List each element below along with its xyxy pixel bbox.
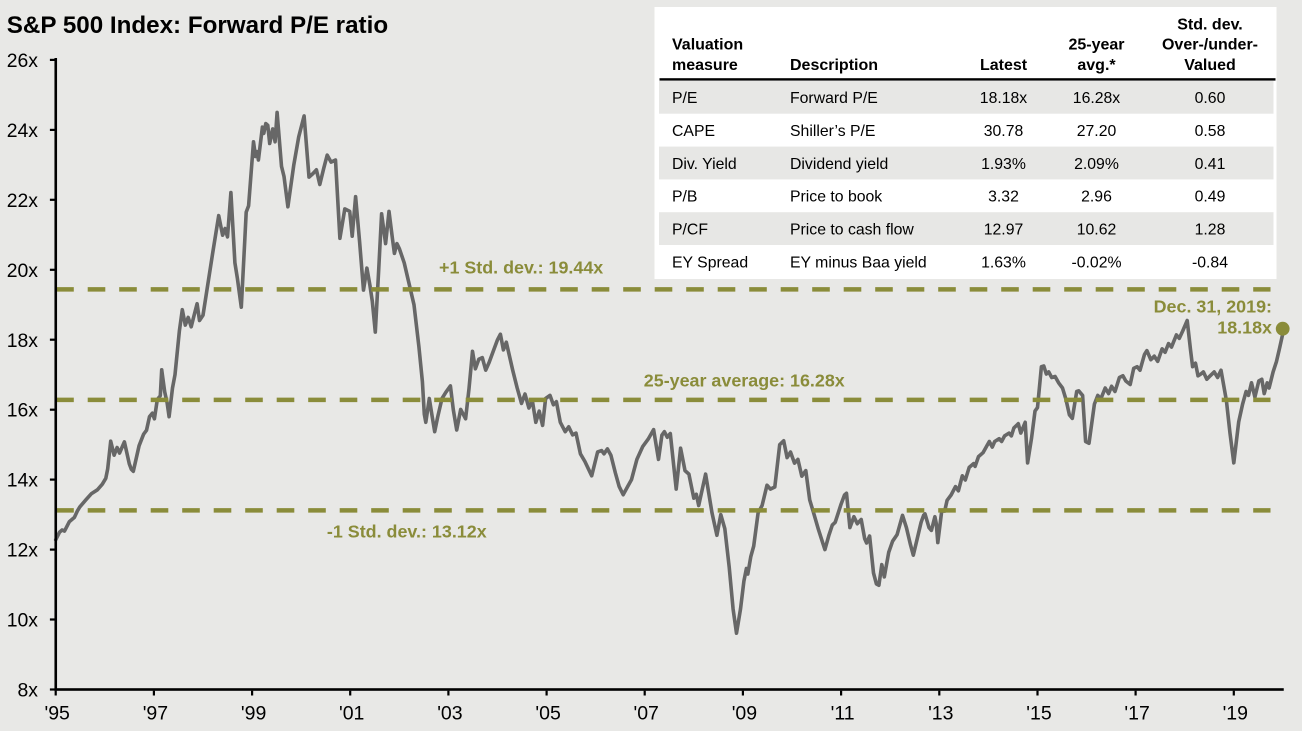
svg-text:2.96: 2.96 (1081, 189, 1112, 206)
svg-text:0.60: 0.60 (1195, 90, 1226, 107)
svg-text:25-year: 25-year (1068, 37, 1124, 54)
svg-text:Valued: Valued (1184, 57, 1236, 74)
svg-text:20x: 20x (7, 260, 39, 282)
svg-text:'03: '03 (437, 703, 462, 725)
svg-text:16x: 16x (7, 400, 39, 422)
svg-text:3.32: 3.32 (988, 189, 1019, 206)
svg-text:'17: '17 (1124, 703, 1149, 725)
svg-text:26x: 26x (7, 50, 39, 72)
svg-text:-0.84: -0.84 (1192, 254, 1228, 271)
svg-text:1.28: 1.28 (1195, 222, 1226, 239)
svg-text:P/E: P/E (672, 90, 697, 107)
svg-text:P/CF: P/CF (672, 222, 708, 239)
svg-text:10.62: 10.62 (1077, 222, 1117, 239)
svg-text:12x: 12x (7, 540, 39, 562)
svg-text:P/B: P/B (672, 189, 697, 206)
svg-text:18.18x: 18.18x (980, 90, 1028, 107)
svg-text:1.93%: 1.93% (981, 156, 1026, 173)
svg-text:+1 Std. dev.: 19.44x: +1 Std. dev.: 19.44x (439, 258, 603, 278)
svg-text:10x: 10x (7, 610, 39, 632)
svg-text:0.58: 0.58 (1195, 123, 1226, 140)
svg-text:Description: Description (790, 57, 878, 74)
svg-text:measure: measure (672, 57, 738, 74)
svg-text:-0.02%: -0.02% (1071, 254, 1121, 271)
svg-text:14x: 14x (7, 470, 39, 492)
svg-text:Forward P/E: Forward P/E (790, 90, 878, 107)
svg-text:CAPE: CAPE (672, 123, 715, 140)
svg-text:'13: '13 (928, 703, 953, 725)
svg-text:'97: '97 (143, 703, 168, 725)
svg-text:Price to cash flow: Price to cash flow (790, 222, 914, 239)
svg-text:'11: '11 (831, 703, 855, 725)
svg-text:'07: '07 (633, 703, 658, 725)
svg-text:18x: 18x (7, 330, 39, 352)
svg-text:'19: '19 (1223, 703, 1248, 725)
svg-text:-1 Std. dev.: 13.12x: -1 Std. dev.: 13.12x (327, 521, 487, 541)
svg-text:2.09%: 2.09% (1074, 156, 1119, 173)
svg-text:'01: '01 (339, 703, 364, 725)
svg-text:'05: '05 (535, 703, 561, 725)
svg-text:18.18x: 18.18x (1217, 318, 1272, 338)
svg-text:'95: '95 (44, 703, 70, 725)
svg-text:S&P 500 Index: Forward P/E rat: S&P 500 Index: Forward P/E ratio (7, 12, 388, 39)
svg-text:24x: 24x (7, 120, 39, 142)
svg-text:30.78: 30.78 (984, 123, 1024, 140)
svg-text:0.41: 0.41 (1195, 156, 1226, 173)
svg-text:Over-/under-: Over-/under- (1162, 37, 1258, 54)
svg-text:27.20: 27.20 (1077, 123, 1117, 140)
svg-text:avg.*: avg.* (1077, 57, 1116, 74)
svg-text:16.28x: 16.28x (1073, 90, 1121, 107)
svg-text:EY minus Baa yield: EY minus Baa yield (790, 254, 927, 271)
svg-text:1.63%: 1.63% (981, 254, 1026, 271)
svg-text:25-year average: 16.28x: 25-year average: 16.28x (644, 371, 845, 391)
svg-text:Dividend yield: Dividend yield (790, 156, 888, 173)
svg-text:Price to book: Price to book (790, 189, 882, 206)
svg-text:Div. Yield: Div. Yield (672, 156, 737, 173)
svg-text:8x: 8x (18, 680, 39, 702)
svg-text:0.49: 0.49 (1195, 189, 1226, 206)
svg-text:Dec. 31, 2019:: Dec. 31, 2019: (1154, 297, 1272, 317)
svg-text:Shiller’s P/E: Shiller’s P/E (790, 123, 875, 140)
svg-text:EY Spread: EY Spread (672, 254, 748, 271)
svg-text:12.97: 12.97 (984, 222, 1024, 239)
svg-text:Valuation: Valuation (672, 37, 743, 54)
svg-text:22x: 22x (7, 190, 39, 212)
svg-text:'99: '99 (241, 703, 266, 725)
svg-text:'15: '15 (1026, 703, 1052, 725)
svg-text:'09: '09 (732, 703, 757, 725)
svg-text:Latest: Latest (980, 57, 1028, 74)
svg-text:Std. dev.: Std. dev. (1177, 16, 1243, 33)
